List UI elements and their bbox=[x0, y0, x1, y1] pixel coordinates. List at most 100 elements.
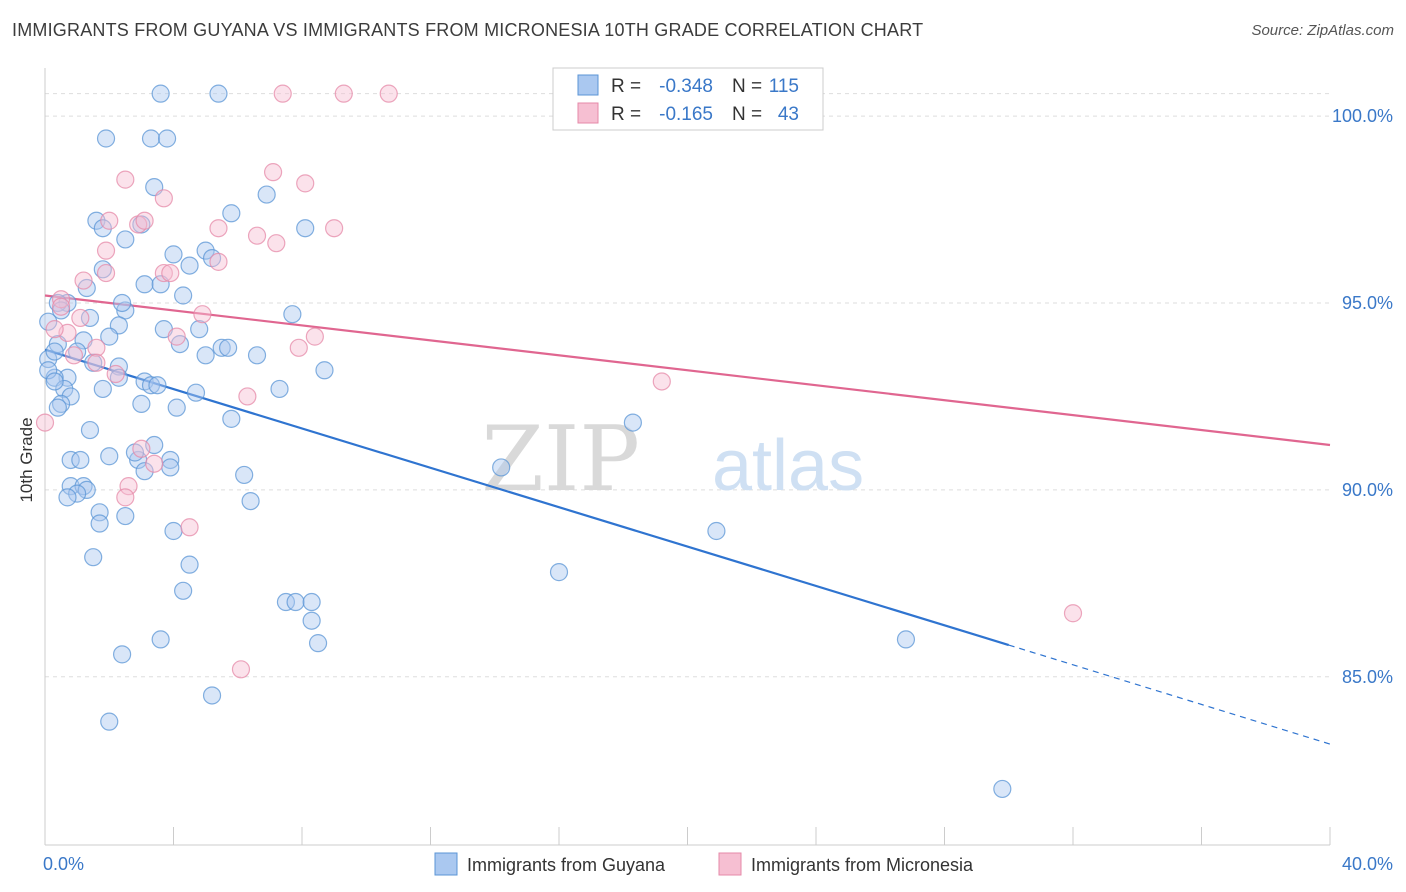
point-guyana bbox=[96, 129, 116, 148]
stats-n-label-1: N = bbox=[732, 76, 762, 97]
point-guyana bbox=[141, 376, 161, 395]
point-micronesia bbox=[652, 372, 671, 391]
point-guyana bbox=[247, 346, 267, 365]
point-guyana bbox=[180, 555, 199, 574]
point-guyana bbox=[45, 342, 64, 361]
point-micronesia bbox=[263, 163, 283, 182]
point-guyana bbox=[112, 293, 132, 313]
point-guyana bbox=[135, 462, 154, 481]
point-guyana bbox=[93, 379, 112, 399]
data-points bbox=[35, 84, 1083, 799]
point-guyana bbox=[55, 379, 74, 399]
point-guyana bbox=[302, 592, 321, 612]
point-guyana bbox=[80, 420, 100, 440]
point-micronesia bbox=[132, 439, 151, 458]
point-guyana bbox=[61, 450, 80, 470]
trend-line-guyana-extension bbox=[1008, 644, 1331, 745]
point-guyana bbox=[93, 219, 112, 238]
point-micronesia bbox=[35, 413, 55, 432]
point-micronesia bbox=[96, 263, 116, 283]
point-guyana bbox=[202, 686, 222, 705]
series-legend: Immigrants from Guyana Immigrants from M… bbox=[434, 852, 974, 876]
point-guyana bbox=[68, 484, 87, 503]
point-guyana bbox=[58, 488, 77, 507]
point-guyana bbox=[174, 581, 193, 600]
point-guyana bbox=[151, 630, 170, 649]
point-micronesia bbox=[379, 84, 398, 103]
point-guyana bbox=[87, 211, 106, 230]
point-micronesia bbox=[296, 174, 315, 193]
series-legend-label-guyana: Immigrants from Guyana bbox=[467, 855, 666, 875]
point-micronesia bbox=[116, 488, 135, 507]
point-guyana bbox=[48, 398, 67, 417]
point-guyana bbox=[116, 506, 135, 526]
point-guyana bbox=[257, 185, 276, 204]
y-tick-label: 95.0% bbox=[1342, 293, 1393, 313]
point-guyana bbox=[45, 372, 64, 391]
legend-swatch-blue bbox=[577, 74, 599, 96]
point-guyana bbox=[212, 338, 231, 357]
point-micronesia bbox=[71, 308, 90, 328]
stats-r-label-2: R = bbox=[611, 104, 641, 125]
point-micronesia bbox=[267, 234, 286, 253]
point-guyana bbox=[896, 630, 916, 649]
chart-title: IMMIGRANTS FROM GUYANA VS IMMIGRANTS FRO… bbox=[12, 20, 924, 40]
point-guyana bbox=[112, 645, 132, 664]
point-guyana bbox=[190, 320, 209, 339]
point-guyana bbox=[276, 592, 296, 612]
trend-line-micronesia bbox=[44, 294, 1331, 447]
point-micronesia bbox=[87, 338, 106, 357]
point-guyana bbox=[270, 379, 289, 399]
x-tick-label-right: 40.0% bbox=[1342, 854, 1393, 874]
point-guyana bbox=[707, 521, 726, 541]
watermark: ZIP atlas bbox=[481, 407, 864, 512]
point-micronesia bbox=[289, 338, 308, 357]
stats-r-value-2: -0.165 bbox=[659, 104, 713, 125]
point-guyana bbox=[219, 338, 238, 357]
stats-r-label-1: R = bbox=[611, 76, 641, 97]
point-micronesia bbox=[209, 252, 228, 271]
y-tick-label: 90.0% bbox=[1342, 480, 1393, 500]
point-guyana bbox=[39, 361, 58, 380]
point-guyana bbox=[623, 413, 642, 432]
point-guyana bbox=[80, 308, 100, 328]
stats-n-value-2: 43 bbox=[778, 104, 799, 125]
point-guyana bbox=[180, 256, 199, 275]
stats-n-label-2: N = bbox=[732, 104, 762, 125]
point-guyana bbox=[148, 376, 167, 395]
point-micronesia bbox=[231, 660, 251, 679]
axes: 100.0% 95.0% 90.0% 85.0% 0.0% 40.0% bbox=[43, 68, 1393, 874]
point-micronesia bbox=[45, 320, 64, 339]
point-guyana bbox=[308, 634, 328, 653]
point-guyana bbox=[241, 491, 260, 511]
point-guyana bbox=[161, 458, 180, 477]
point-micronesia bbox=[167, 327, 186, 346]
point-micronesia bbox=[51, 290, 71, 309]
point-guyana bbox=[71, 450, 90, 470]
point-micronesia bbox=[273, 84, 292, 103]
point-guyana bbox=[84, 548, 103, 567]
point-micronesia bbox=[154, 189, 173, 208]
point-guyana bbox=[141, 129, 161, 148]
point-guyana bbox=[100, 447, 119, 466]
point-guyana bbox=[151, 84, 170, 103]
gridlines bbox=[45, 93, 1330, 678]
source-credit: Source: ZipAtlas.com bbox=[1251, 22, 1394, 39]
point-guyana bbox=[549, 563, 569, 582]
point-guyana bbox=[90, 514, 109, 533]
point-micronesia bbox=[96, 241, 116, 260]
y-axis-label: 10th Grade bbox=[17, 417, 36, 502]
point-guyana bbox=[196, 346, 215, 365]
point-micronesia bbox=[238, 387, 257, 406]
series-legend-swatch-guyana bbox=[434, 852, 458, 876]
point-micronesia bbox=[64, 346, 84, 365]
point-guyana bbox=[186, 383, 206, 402]
point-guyana bbox=[222, 409, 241, 428]
point-micronesia bbox=[247, 226, 267, 245]
point-guyana bbox=[100, 712, 119, 731]
point-guyana bbox=[61, 387, 80, 406]
point-guyana bbox=[196, 241, 215, 260]
point-guyana bbox=[222, 204, 241, 223]
point-micronesia bbox=[209, 219, 228, 238]
